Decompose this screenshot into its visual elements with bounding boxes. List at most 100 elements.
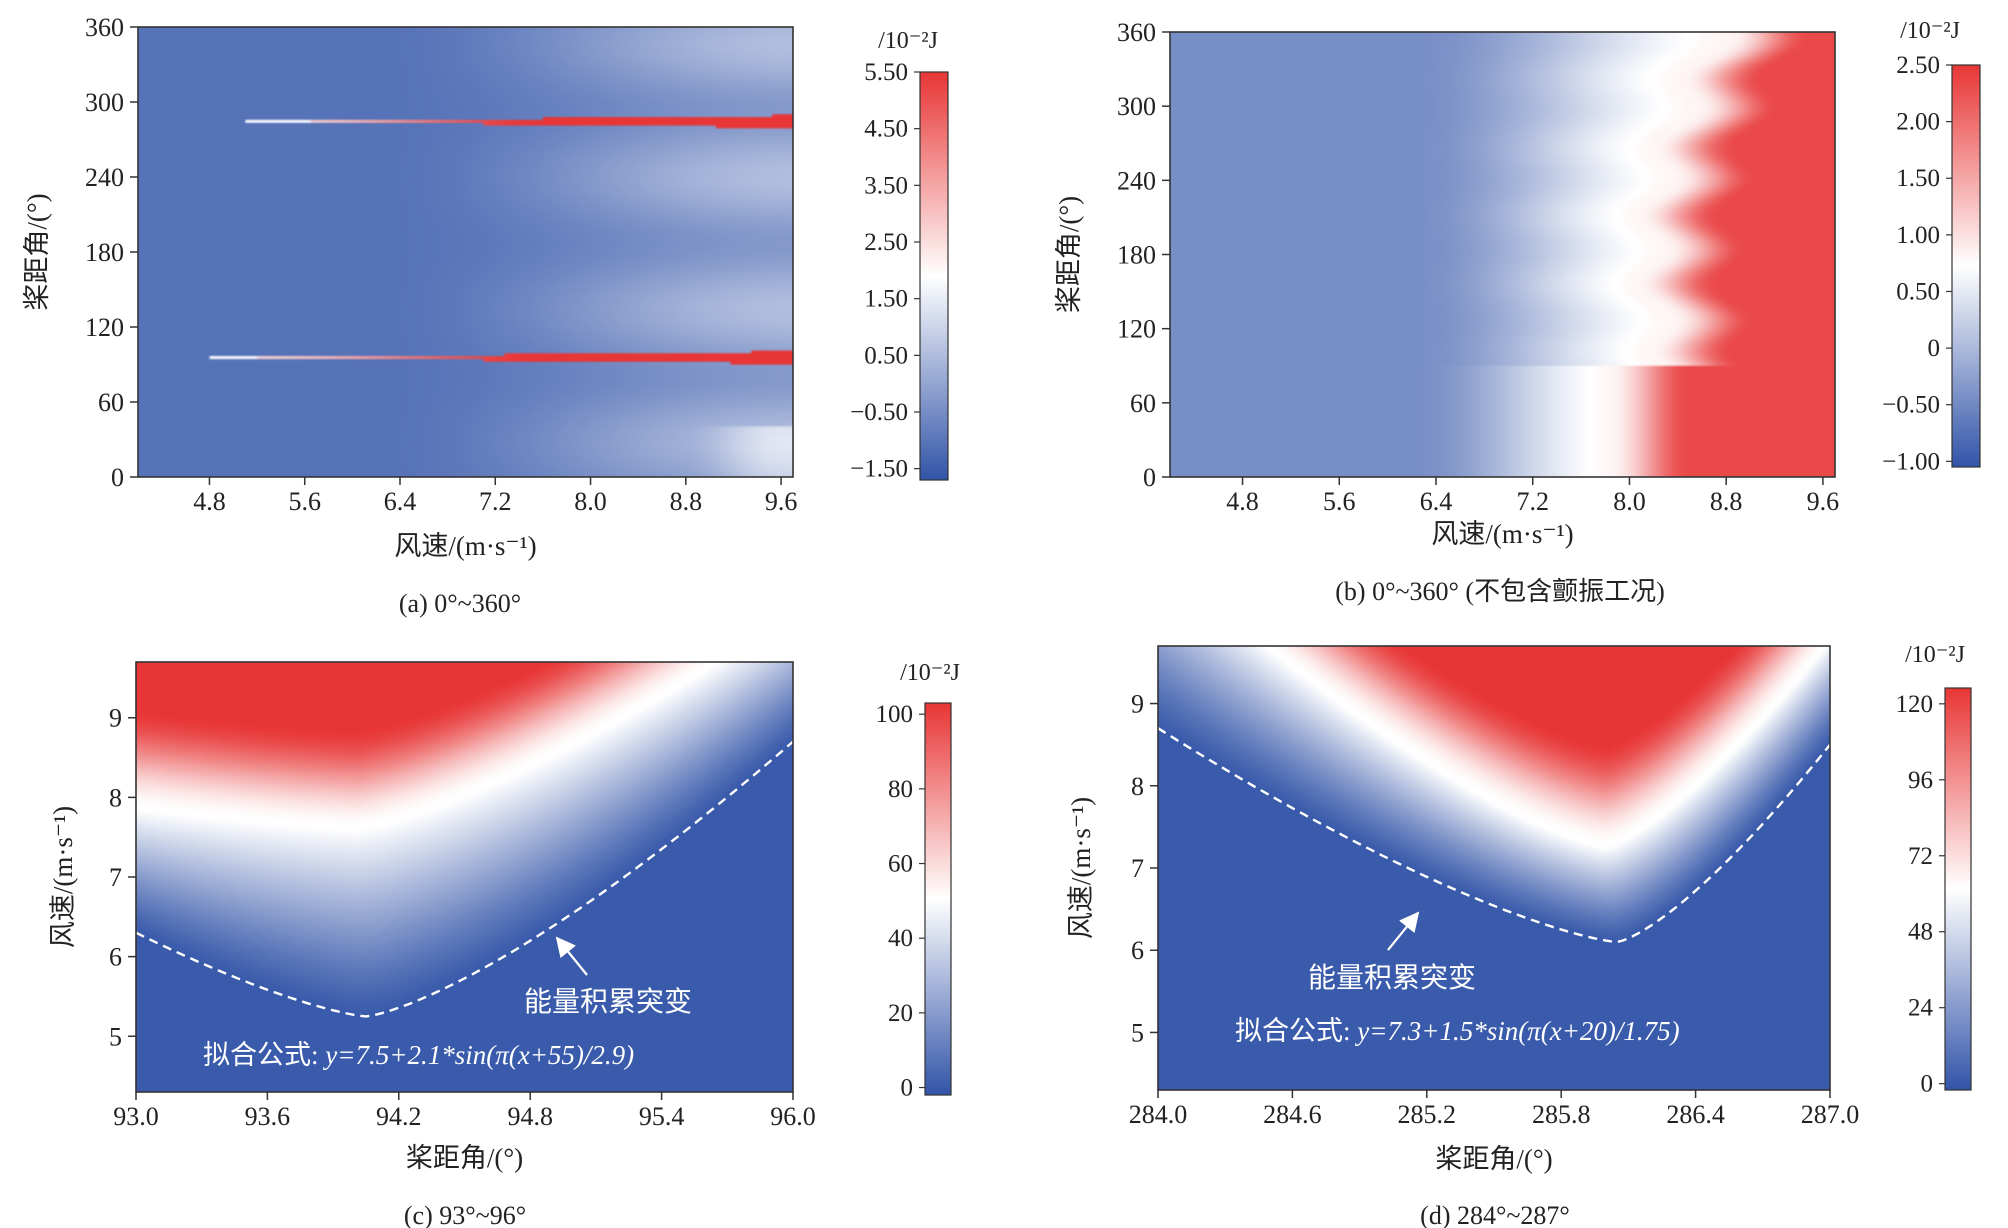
colorbar-tick-label: 80 [888,776,913,803]
colorbar-unit: /10⁻²J [878,28,938,54]
x-tick-label: 287.0 [1801,1100,1860,1129]
colorbar-tick-label: 1.50 [864,286,908,313]
y-tick-label: 180 [1117,241,1156,270]
heatmap-image [1158,646,1830,1090]
colorbar-tick-label: 2.00 [1896,109,1940,136]
y-tick-label: 6 [1131,936,1144,965]
y-tick-label: 0 [1143,463,1156,492]
threshold-curve [135,740,794,1018]
y-axis-label: 桨距角/(°) [1054,196,1084,313]
annotation-arrow [555,936,588,976]
y-tick-label: 300 [1117,92,1156,121]
y-tick-label: 0 [111,463,124,492]
y-tick-label: 8 [109,783,122,812]
x-tick-label: 94.2 [376,1102,422,1131]
y-tick-label: 8 [1131,772,1144,801]
colorbar-tick-label: 0 [1928,335,1941,362]
x-axis-label: 风速/(m·s⁻¹) [1431,519,1573,549]
fit-formula-expression: y=7.5+2.1*sin(π(x+55)/2.9) [322,1040,634,1070]
y-tick-label: 9 [109,704,122,733]
fit-formula: 拟合公式: y=7.3+1.5*sin(π(x+20)/1.75) [1235,1016,1680,1046]
panel-caption: (b) 0°~360° (不包含颤振工况) [1335,577,1665,606]
colorbar-tick-label: 2.50 [1896,52,1940,79]
colorbar-tick-label: 60 [888,851,913,878]
colorbar-tick-label: −0.50 [1882,392,1940,419]
y-axis-label: 风速/(m·s⁻¹) [1066,797,1096,939]
y-tick-label: 360 [1117,18,1156,47]
x-tick-label: 8.8 [1710,487,1743,516]
colorbar-tick-label: 96 [1908,767,1933,794]
annotation-text: 能量积累突变 [1308,962,1476,994]
annotation-arrow [1387,911,1420,951]
x-tick-label: 7.2 [1516,487,1549,516]
colorbar [924,702,952,1096]
y-tick-label: 60 [98,388,124,417]
colorbar-unit: /10⁻²J [900,660,960,686]
panel-a: 4.8 5.6 6.4 7.2 8.0 8.8 9.6 0 60 120 180 240 300 360 风… [22,13,949,618]
fit-formula-label: 拟合公式: [1235,1016,1357,1046]
x-axis-label: 桨距角/(°) [406,1143,523,1173]
colorbar-tick-label: 0 [1921,1071,1934,1098]
x-tick-label: 94.8 [507,1102,553,1131]
colorbar-tick-label: 100 [876,701,914,728]
colorbar-tick-label: 5.50 [864,59,908,86]
colorbar-tick-label: 1.50 [1896,165,1940,192]
y-tick-label: 360 [85,13,124,42]
colorbar-tick-label: −0.50 [850,399,908,426]
panel-b: 4.8 5.6 6.4 7.2 8.0 8.8 9.6 0 60 120 180 240 300 360 风… [1054,18,1981,606]
x-tick-label: 95.4 [639,1102,685,1131]
colorbar-tick-label: −1.00 [1882,448,1940,475]
fit-formula-expression: y=7.3+1.5*sin(π(x+20)/1.75) [1354,1016,1679,1046]
y-tick-label: 60 [1130,389,1156,418]
colorbar-tick-label: 0 [901,1075,914,1102]
x-tick-label: 6.4 [384,487,417,516]
heatmap-image [1170,32,1835,477]
colorbar-tick-label: 72 [1908,843,1933,870]
x-tick-label: 8.0 [574,487,607,516]
heatmap-image [136,662,793,1092]
x-tick-label: 9.6 [1807,487,1840,516]
x-axis-label: 风速/(m·s⁻¹) [394,531,536,561]
colorbar-tick-label: 2.50 [864,229,908,256]
x-tick-label: 6.4 [1420,487,1453,516]
x-tick-label: 8.0 [1613,487,1646,516]
fit-formula-label: 拟合公式: [203,1040,325,1070]
colorbar-tick-label: 24 [1908,995,1934,1022]
colorbar-tick-label: 3.50 [864,172,908,199]
y-axis-label: 桨距角/(°) [22,193,52,310]
y-tick-label: 120 [1117,315,1156,344]
y-tick-label: 120 [85,313,124,342]
x-tick-label: 284.6 [1263,1100,1322,1129]
y-tick-label: 240 [1117,166,1156,195]
y-tick-label: 9 [1131,690,1144,719]
annotation-text: 能量积累突变 [524,986,692,1018]
y-tick-label: 7 [109,863,122,892]
panel-caption: (c) 93°~96° [404,1201,526,1228]
x-tick-label: 284.0 [1129,1100,1188,1129]
x-tick-label: 5.6 [1323,487,1356,516]
x-tick-label: 9.6 [765,487,798,516]
x-tick-label: 4.8 [193,487,226,516]
y-tick-label: 180 [85,238,124,267]
y-tick-label: 7 [1131,854,1144,883]
colorbar-tick-label: 0.50 [864,342,908,369]
panel-caption: (a) 0°~360° [399,589,521,618]
panel-caption: (d) 284°~287° [1420,1201,1570,1228]
colorbar-tick-label: 4.50 [864,116,908,143]
x-tick-label: 7.2 [479,487,512,516]
x-tick-label: 5.6 [288,487,321,516]
colorbar-tick-label: −1.50 [850,456,908,483]
x-tick-label: 4.8 [1226,487,1259,516]
x-tick-label: 286.4 [1666,1100,1725,1129]
y-tick-label: 6 [109,943,122,972]
x-tick-label: 285.8 [1532,1100,1591,1129]
y-tick-label: 240 [85,163,124,192]
heatmap-image [138,27,793,477]
threshold-curve [1157,727,1831,944]
y-axis-label: 风速/(m·s⁻¹) [48,806,78,948]
y-tick-label: 5 [1131,1018,1144,1047]
x-tick-label: 8.8 [670,487,703,516]
